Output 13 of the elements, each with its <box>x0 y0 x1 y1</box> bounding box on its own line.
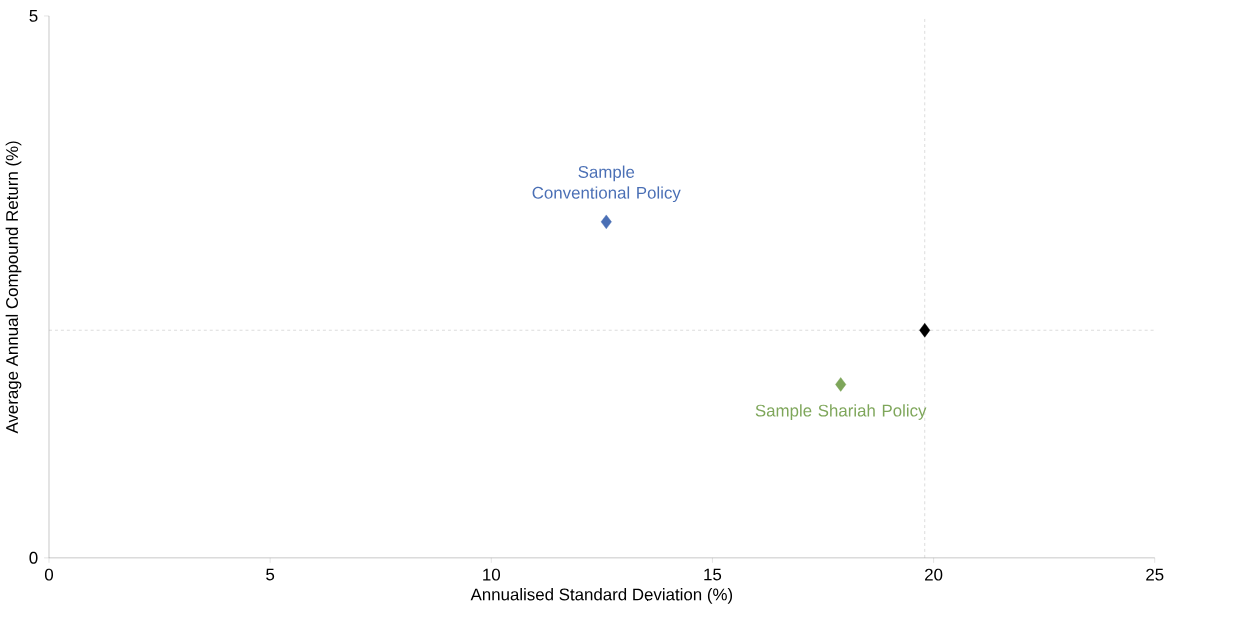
x-tick-label: 20 <box>925 568 943 581</box>
point <box>919 323 931 338</box>
x-tick-label: 0 <box>44 568 54 581</box>
x-axis-title: Annualised Standard Deviation (%) <box>470 588 733 604</box>
x-tick-label: 5 <box>266 568 275 581</box>
y-axis-title: Average Annual Compound Return (%) <box>5 141 22 434</box>
x-tick-label: 10 <box>483 568 501 581</box>
series-label: Sample Conventional Policy <box>532 165 681 203</box>
point <box>835 377 847 392</box>
x-tick-label: 15 <box>704 568 722 581</box>
x-tick-label: 25 <box>1146 568 1164 581</box>
point <box>600 214 612 230</box>
series-label: Sample Shariah Policy <box>755 404 927 421</box>
